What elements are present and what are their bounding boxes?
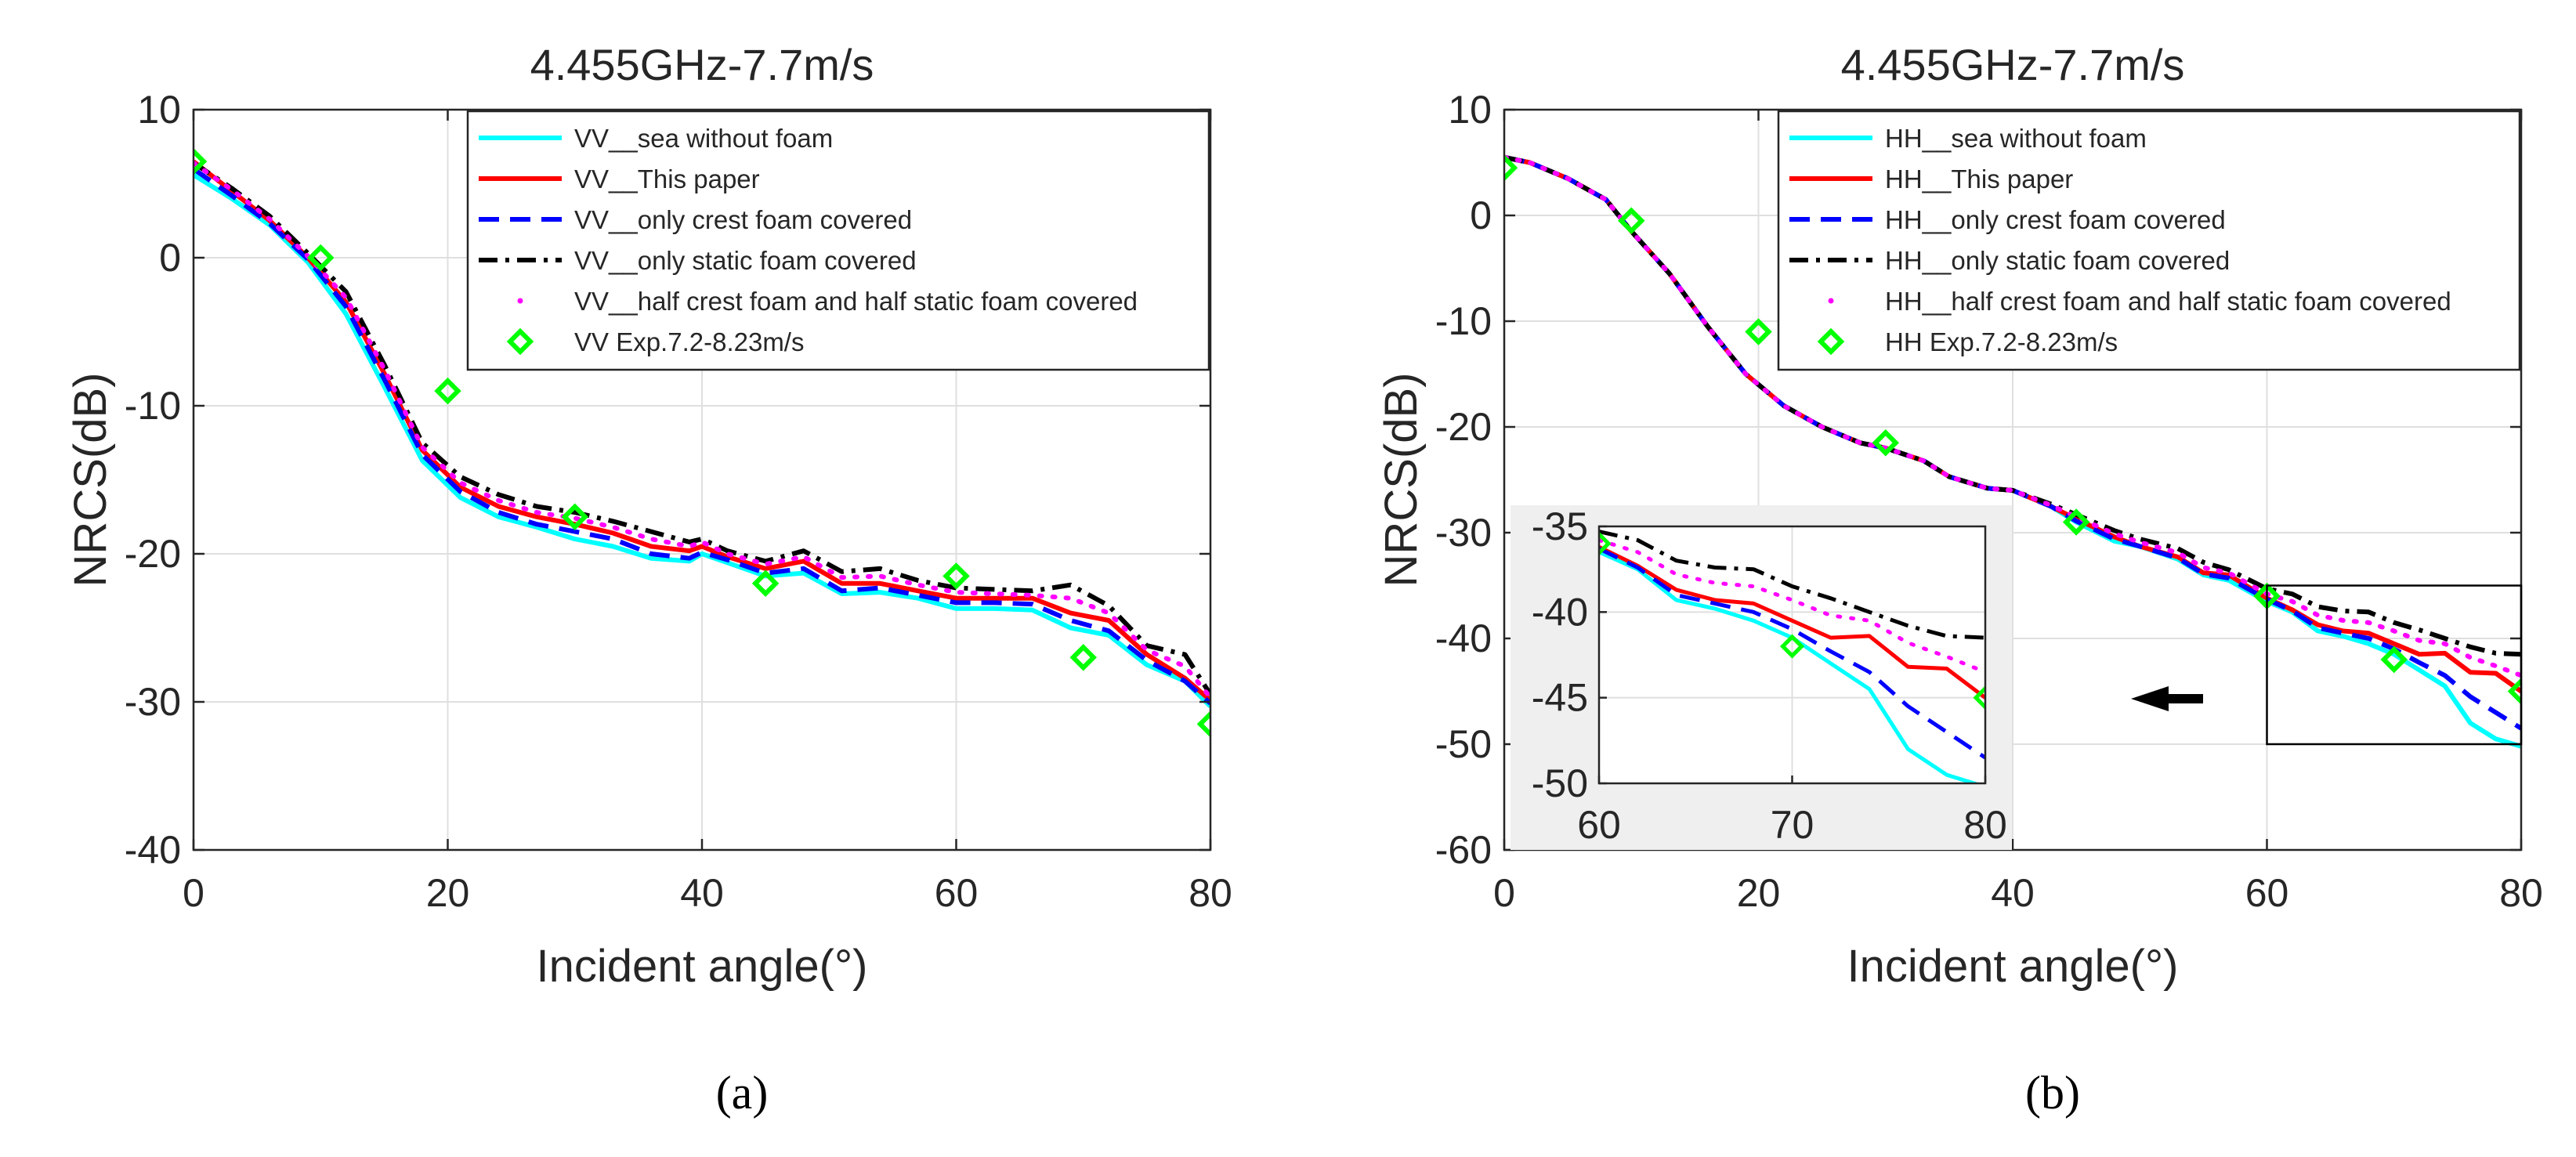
x-tick-label: 60 — [935, 871, 979, 915]
series-line-2 — [194, 167, 1210, 706]
data-marker — [1618, 207, 1645, 234]
data-marker — [1745, 318, 1772, 345]
data-marker — [1504, 154, 1518, 182]
inset-x-tick-label: 70 — [1771, 803, 1814, 847]
legend-label: VV__only static foam covered — [574, 246, 917, 275]
inset-series-line-2 — [1599, 547, 1985, 760]
y-tick-label: -30 — [1435, 511, 1492, 555]
y-tick-label: -50 — [1435, 722, 1492, 766]
series-group — [194, 147, 1210, 738]
legend-label: HH__only crest foam covered — [1885, 205, 2226, 234]
series-line-1 — [194, 159, 1210, 703]
chart-title: 4.455GHz-7.7m/s — [1841, 40, 2185, 89]
y-axis-label: NRCS(dB) — [65, 373, 116, 588]
data-marker — [942, 562, 970, 590]
legend-label: HH Exp.7.2-8.23m/s — [1885, 327, 2118, 356]
inset-x-tick-label: 60 — [1577, 803, 1621, 847]
y-tick-label: -20 — [1435, 405, 1492, 449]
data-marker — [1069, 644, 1097, 671]
inset-series-line-4 — [1599, 538, 1985, 674]
inset-y-tick-label: -50 — [1532, 761, 1588, 805]
inset-y-tick-label: -40 — [1532, 590, 1588, 634]
inset-data-marker — [1599, 531, 1612, 556]
legend: VV__sea without foam VV__This paper VV__on… — [466, 110, 1210, 371]
y-tick-label: 10 — [137, 88, 181, 132]
x-tick-label: 80 — [2499, 871, 2543, 915]
legend-label: HH__sea without foam — [1885, 124, 2147, 153]
legend-swatch — [1828, 298, 1834, 304]
chart-panel-b: 0 20 40 60 80100-10-20-30-40-50-604.455GHz-7… — [1376, 40, 2543, 992]
legend-label: VV__only crest foam covered — [574, 205, 912, 234]
series-line-0 — [194, 172, 1210, 708]
x-tick-label: 60 — [2245, 871, 2289, 915]
x-axis-label: Incident angle(°) — [1847, 941, 2179, 992]
legend-label: VV__sea without foam — [574, 124, 833, 153]
data-marker — [1872, 429, 1899, 457]
legend-label: VV__This paper — [574, 165, 760, 193]
legend-label: HH__half crest foam and half static foam… — [1885, 287, 2451, 316]
legend-swatch — [517, 298, 523, 304]
data-marker — [2062, 508, 2090, 536]
data-marker — [194, 147, 208, 175]
data-marker — [561, 503, 588, 530]
arrow-left-icon — [2131, 686, 2203, 711]
legend-label: VV__half crest foam and half static foam… — [574, 287, 1138, 316]
y-tick-label: -30 — [125, 680, 181, 724]
data-marker — [434, 377, 461, 405]
inset-data-marker — [1973, 685, 1985, 710]
panel-caption: (b) — [2025, 1067, 2080, 1119]
legend-swatch — [1817, 327, 1845, 356]
y-tick-label: -60 — [1435, 828, 1492, 872]
y-tick-label: 10 — [1448, 88, 1492, 132]
x-tick-label: 80 — [1189, 871, 1232, 915]
data-marker — [751, 569, 780, 598]
inset-series-line-1 — [1599, 544, 1985, 700]
legend: HH__sea without foam HH__This paper HH__on… — [1777, 110, 2521, 371]
y-tick-label: -40 — [125, 828, 181, 872]
inset-y-tick-label: -45 — [1532, 676, 1588, 720]
inset-y-tick-label: -35 — [1532, 504, 1588, 548]
y-tick-label: -10 — [1435, 299, 1492, 343]
legend-box — [466, 110, 1210, 371]
x-axis-label: Incident angle(°) — [537, 941, 868, 992]
inset-data-marker — [1779, 634, 1805, 659]
inset-series-group — [1599, 530, 1985, 783]
series-line-4 — [1504, 154, 2521, 678]
panel-caption: (a) — [716, 1067, 769, 1119]
data-marker — [1196, 710, 1210, 738]
y-tick-label: 0 — [1470, 193, 1492, 237]
y-axis-label: NRCS(dB) — [1376, 373, 1427, 588]
chart-title: 4.455GHz-7.7m/s — [530, 40, 874, 89]
x-tick-label: 20 — [426, 871, 470, 915]
inset-x-tick-label: 80 — [1963, 803, 2007, 847]
legend-swatch — [506, 327, 534, 356]
inset: 60 70 80 -35 -40 -45 -50 — [1511, 504, 2523, 850]
x-tick-label: 0 — [1493, 871, 1515, 915]
legend-label: HH__This paper — [1885, 165, 2073, 193]
legend-label: VV Exp.7.2-8.23m/s — [574, 327, 804, 356]
y-tick-label: -40 — [1435, 616, 1492, 660]
x-tick-label: 40 — [680, 871, 724, 915]
x-tick-label: 40 — [1991, 871, 2035, 915]
data-marker — [2507, 678, 2521, 705]
data-marker — [307, 244, 335, 272]
legend-box — [1777, 110, 2521, 371]
y-tick-label: -10 — [125, 384, 181, 428]
y-tick-label: 0 — [159, 236, 181, 280]
inset-series-line-3 — [1599, 530, 1985, 640]
zoom-region-box — [2266, 584, 2523, 746]
x-tick-label: 0 — [183, 871, 204, 915]
data-marker — [2380, 645, 2408, 674]
series-group — [1504, 154, 2521, 749]
x-tick-label: 20 — [1737, 871, 1781, 915]
chart-panel-a: 0 20 40 60 80100-10-20-30-404.455GHz-7.7m/sI… — [65, 40, 1232, 992]
y-tick-label: -20 — [125, 532, 181, 576]
legend-label: HH__only static foam covered — [1885, 246, 2230, 275]
